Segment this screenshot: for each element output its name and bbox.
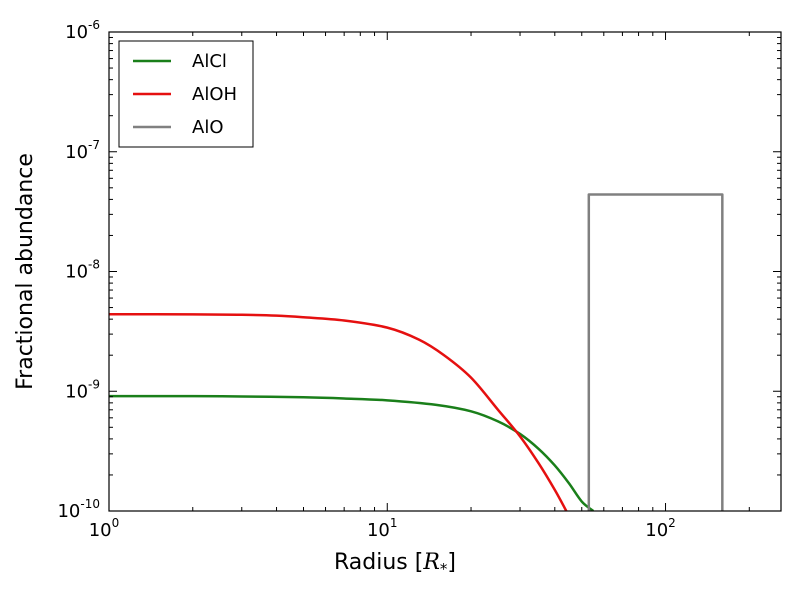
series-line-alo bbox=[587, 193, 724, 511]
y-tick-label: 10-8 bbox=[65, 258, 100, 283]
y-tick-label: 10-9 bbox=[65, 377, 100, 402]
legend-label-alo: AlO bbox=[192, 117, 223, 138]
legend-label-alcl: AlCl bbox=[192, 51, 227, 72]
x-tick-label: 100 bbox=[89, 516, 120, 541]
labels-layer: 100 101 102 10-10 10-9 10-8 10-7 10-6 Radius [R*… bbox=[13, 18, 676, 578]
legend: AlCl AlOH AlO bbox=[118, 40, 254, 148]
y-tick-label: 10-10 bbox=[57, 497, 100, 522]
x-tick-label: 101 bbox=[367, 516, 398, 541]
x-tick-label: 102 bbox=[645, 516, 676, 541]
y-axis-label: Fractional abundance bbox=[13, 153, 38, 390]
axes-layer bbox=[108, 31, 782, 512]
legend-label-aloh: AlOH bbox=[192, 84, 237, 105]
x-axis-label: Radius [R*] bbox=[334, 550, 456, 578]
series-layer bbox=[109, 193, 724, 511]
y-tick-label: 10-7 bbox=[65, 138, 100, 163]
series-line-alcl bbox=[109, 394, 595, 511]
series-line-aloh bbox=[109, 312, 568, 511]
y-tick-label: 10-6 bbox=[65, 18, 100, 43]
